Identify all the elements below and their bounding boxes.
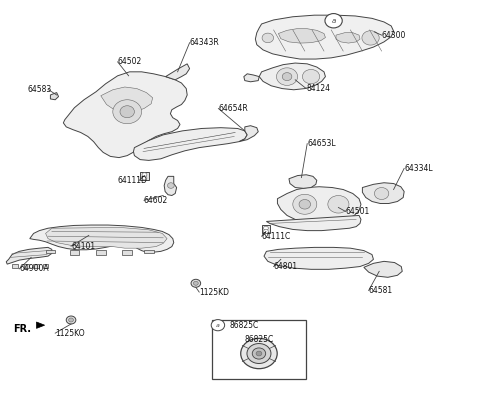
Circle shape (69, 318, 73, 322)
Polygon shape (239, 126, 258, 142)
Polygon shape (33, 264, 39, 268)
Polygon shape (277, 187, 361, 224)
Text: 64101: 64101 (71, 242, 95, 251)
Circle shape (302, 69, 320, 84)
Polygon shape (289, 175, 317, 188)
Text: 64501: 64501 (346, 207, 370, 216)
Circle shape (247, 344, 271, 363)
Polygon shape (122, 250, 132, 255)
Text: 64111D: 64111D (118, 176, 147, 185)
Polygon shape (255, 15, 394, 59)
Text: 64653L: 64653L (307, 139, 336, 148)
Circle shape (293, 194, 317, 214)
Polygon shape (24, 264, 29, 268)
Text: 64602: 64602 (144, 196, 168, 205)
Text: 64654R: 64654R (218, 104, 248, 113)
Polygon shape (30, 225, 174, 252)
Text: 64343R: 64343R (190, 38, 219, 47)
Text: 64502: 64502 (118, 57, 142, 66)
Circle shape (374, 188, 389, 200)
Circle shape (252, 348, 266, 359)
Text: 86825C: 86825C (245, 336, 274, 344)
Polygon shape (50, 93, 59, 100)
Circle shape (276, 68, 298, 85)
Circle shape (66, 316, 76, 324)
Text: 84124: 84124 (306, 84, 330, 93)
Circle shape (264, 229, 268, 233)
Text: 64801: 64801 (274, 262, 298, 271)
Text: 64334L: 64334L (404, 164, 433, 173)
Polygon shape (140, 172, 149, 180)
Polygon shape (166, 64, 190, 80)
Circle shape (142, 173, 147, 177)
Circle shape (240, 338, 277, 369)
Circle shape (168, 183, 174, 188)
Text: 1125KD: 1125KD (199, 288, 229, 296)
Circle shape (325, 14, 342, 28)
Circle shape (211, 320, 225, 331)
Circle shape (193, 281, 198, 285)
Polygon shape (70, 250, 79, 255)
Polygon shape (43, 264, 48, 268)
Text: 64111C: 64111C (262, 232, 291, 241)
Text: 64583: 64583 (28, 85, 52, 94)
Text: 64900A: 64900A (19, 265, 49, 273)
Polygon shape (96, 250, 106, 255)
Text: a: a (216, 323, 220, 328)
Polygon shape (259, 63, 325, 90)
Circle shape (264, 226, 268, 230)
Polygon shape (266, 215, 361, 231)
Polygon shape (63, 72, 187, 158)
Polygon shape (278, 29, 325, 43)
Polygon shape (46, 250, 55, 253)
Circle shape (191, 279, 201, 287)
Text: a: a (332, 18, 336, 24)
Polygon shape (6, 247, 52, 264)
Polygon shape (262, 225, 270, 233)
Polygon shape (46, 227, 167, 248)
Circle shape (113, 100, 142, 124)
Text: 64581: 64581 (369, 286, 393, 295)
Text: FR.: FR. (13, 324, 31, 334)
Text: 1125KO: 1125KO (55, 329, 85, 338)
Circle shape (262, 33, 274, 43)
Circle shape (256, 351, 262, 356)
Circle shape (120, 106, 134, 118)
Polygon shape (144, 250, 154, 253)
Polygon shape (364, 261, 402, 277)
Polygon shape (133, 128, 247, 160)
Polygon shape (244, 74, 259, 82)
Polygon shape (101, 87, 153, 113)
Circle shape (299, 200, 311, 209)
Text: 64300: 64300 (382, 31, 406, 40)
Circle shape (142, 176, 147, 180)
Polygon shape (264, 247, 373, 269)
Polygon shape (362, 183, 404, 203)
Text: 86825C: 86825C (230, 321, 259, 330)
Polygon shape (336, 33, 360, 43)
Polygon shape (12, 264, 18, 268)
Circle shape (282, 73, 292, 81)
Polygon shape (164, 176, 177, 196)
Circle shape (362, 31, 379, 45)
Polygon shape (36, 322, 45, 328)
Circle shape (328, 196, 349, 213)
Bar (212, 320, 306, 379)
